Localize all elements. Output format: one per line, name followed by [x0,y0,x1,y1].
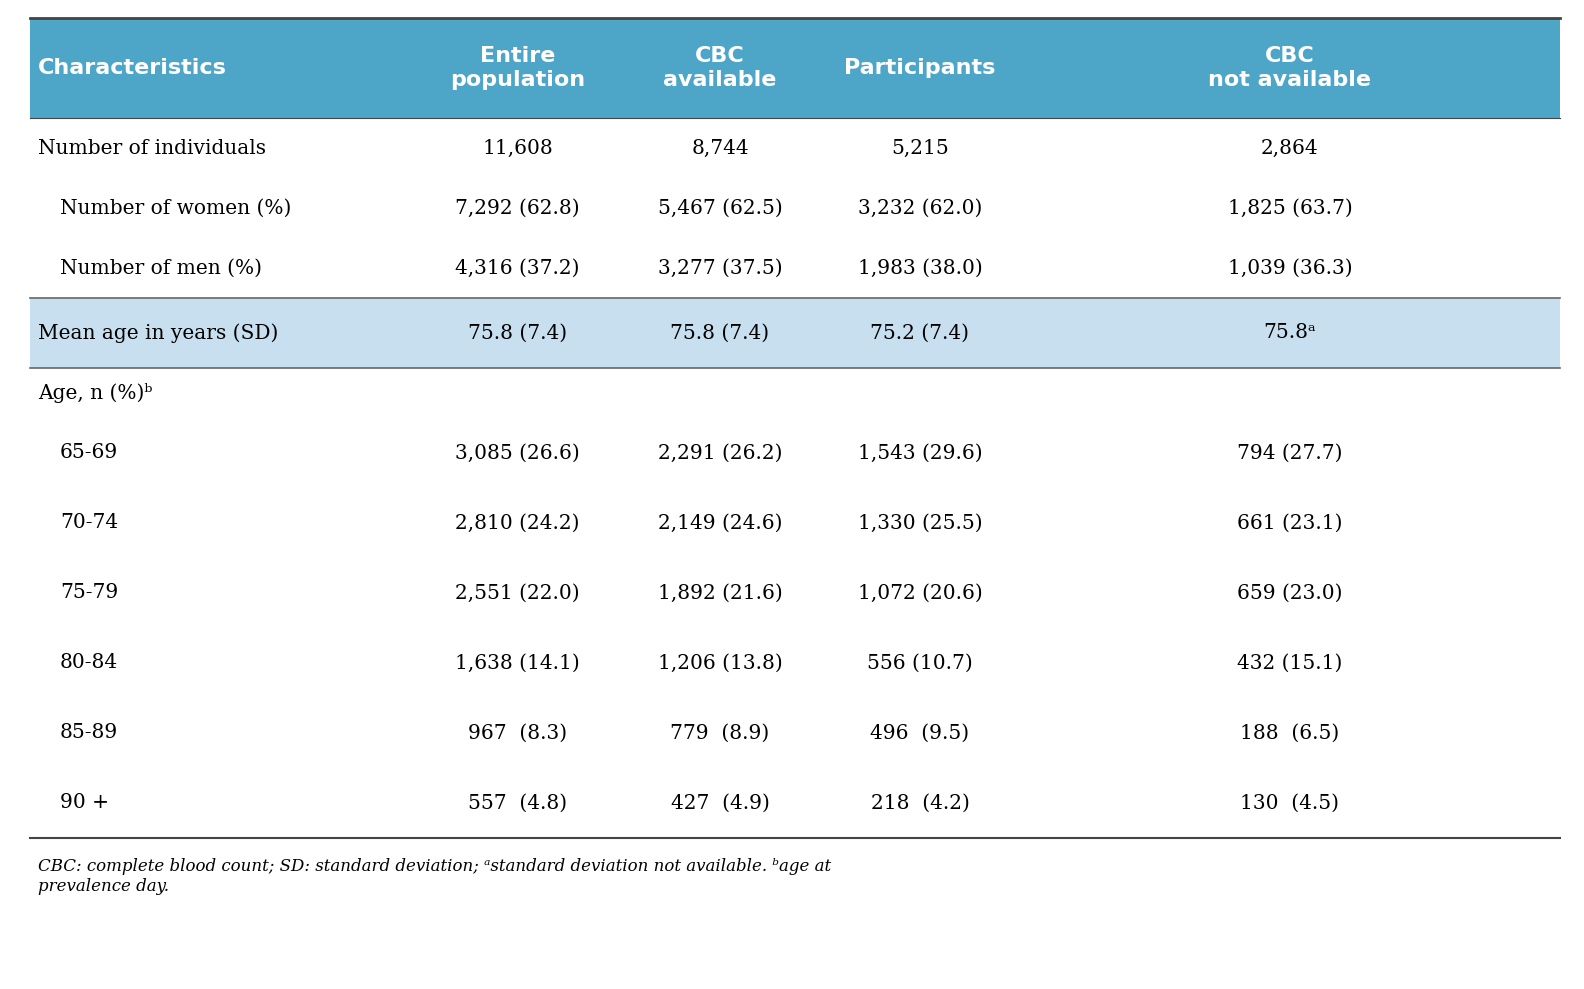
Text: 7,292 (62.8): 7,292 (62.8) [455,199,580,218]
Text: 218  (4.2): 218 (4.2) [871,793,969,813]
Text: 659 (23.0): 659 (23.0) [1237,584,1343,602]
Text: CBC
available: CBC available [664,46,776,90]
Text: 80-84: 80-84 [60,654,119,673]
Text: 188  (6.5): 188 (6.5) [1240,724,1340,743]
Text: 75.8ᵃ: 75.8ᵃ [1264,323,1316,342]
Text: 2,551 (22.0): 2,551 (22.0) [455,584,580,602]
Bar [30,298,1560,368]
Text: 90 +: 90 + [60,793,109,813]
Text: 3,085 (26.6): 3,085 (26.6) [455,443,580,463]
Text: 75.8 (7.4): 75.8 (7.4) [467,323,567,342]
Text: 1,543 (29.6): 1,543 (29.6) [857,443,982,463]
Text: 75.8 (7.4): 75.8 (7.4) [670,323,770,342]
Text: 2,810 (24.2): 2,810 (24.2) [455,513,580,532]
Text: Age, n (%)ᵇ: Age, n (%)ᵇ [38,383,152,403]
Text: 1,072 (20.6): 1,072 (20.6) [857,584,982,602]
Text: 2,291 (26.2): 2,291 (26.2) [657,443,782,463]
Text: Characteristics: Characteristics [38,58,227,78]
Text: 75.2 (7.4): 75.2 (7.4) [871,323,969,342]
Text: 432 (15.1): 432 (15.1) [1237,654,1343,673]
Text: 2,864: 2,864 [1261,138,1319,157]
Text: 70-74: 70-74 [60,513,119,532]
Text: 1,638 (14.1): 1,638 (14.1) [455,654,580,673]
Text: 3,232 (62.0): 3,232 (62.0) [859,199,982,218]
Text: 65-69: 65-69 [60,443,119,463]
Text: 427  (4.9): 427 (4.9) [670,793,770,813]
Text: Mean age in years (SD): Mean age in years (SD) [38,323,279,343]
Text: 496  (9.5): 496 (9.5) [871,724,969,743]
Text: CBC
not available: CBC not available [1209,46,1372,90]
Text: 1,983 (38.0): 1,983 (38.0) [857,258,982,278]
Text: 3,277 (37.5): 3,277 (37.5) [657,258,782,278]
Text: 967  (8.3): 967 (8.3) [467,724,567,743]
Text: 1,039 (36.3): 1,039 (36.3) [1228,258,1353,278]
Text: 2,149 (24.6): 2,149 (24.6) [657,513,782,532]
Text: 779  (8.9): 779 (8.9) [670,724,770,743]
Text: 794 (27.7): 794 (27.7) [1237,443,1343,463]
Text: 4,316 (37.2): 4,316 (37.2) [455,258,580,278]
Text: 1,330 (25.5): 1,330 (25.5) [857,513,982,532]
Text: CBC: complete blood count; SD: standard deviation; ᵃstandard deviation not avail: CBC: complete blood count; SD: standard … [38,858,832,895]
Text: 1,892 (21.6): 1,892 (21.6) [657,584,782,602]
Text: 1,825 (63.7): 1,825 (63.7) [1228,199,1353,218]
Text: Entire
population: Entire population [450,46,584,90]
Text: 661 (23.1): 661 (23.1) [1237,513,1343,532]
Bar [30,18,1560,118]
Text: 5,467 (62.5): 5,467 (62.5) [657,199,782,218]
Text: 75-79: 75-79 [60,584,119,602]
Text: 1,206 (13.8): 1,206 (13.8) [657,654,782,673]
Text: 556 (10.7): 556 (10.7) [866,654,973,673]
Text: 85-89: 85-89 [60,724,119,743]
Text: Participants: Participants [844,58,996,78]
Text: 5,215: 5,215 [892,138,949,157]
Text: 130  (4.5): 130 (4.5) [1240,793,1340,813]
Text: Number of men (%): Number of men (%) [60,258,261,278]
Text: 11,608: 11,608 [482,138,553,157]
Text: Number of individuals: Number of individuals [38,138,266,157]
Text: 557  (4.8): 557 (4.8) [467,793,567,813]
Text: Number of women (%): Number of women (%) [60,199,291,218]
Text: 8,744: 8,744 [691,138,749,157]
